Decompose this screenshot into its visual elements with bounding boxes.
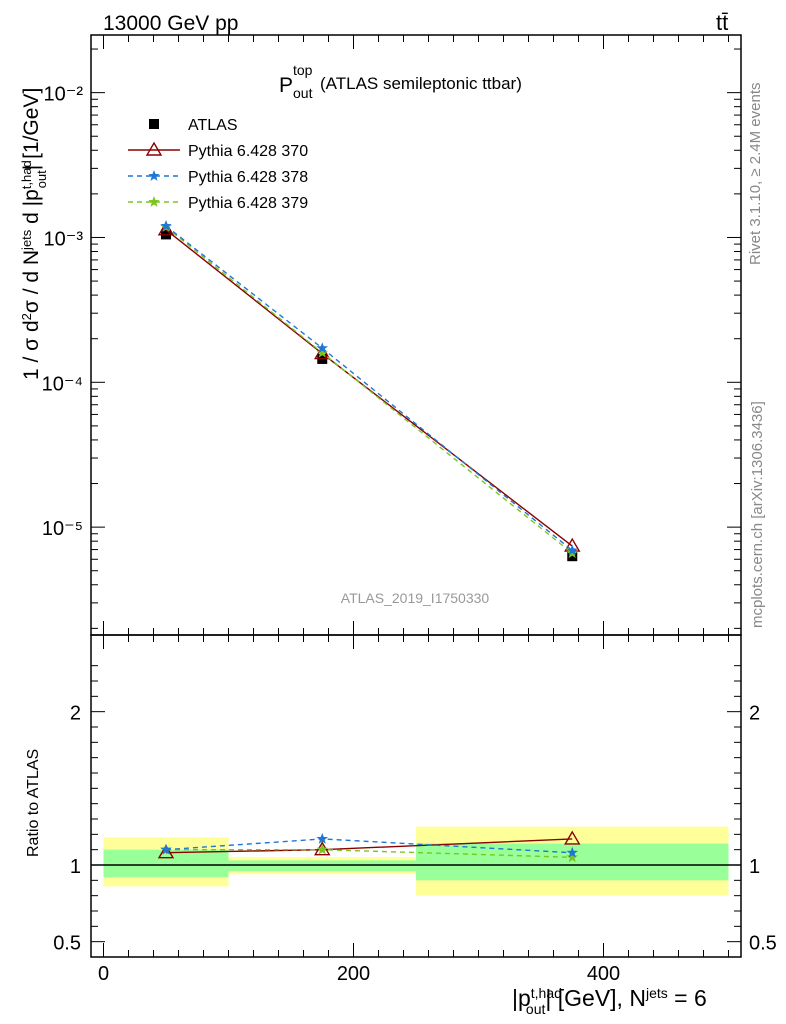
ratio-xtick-label: 400 (587, 963, 620, 985)
ratio-ytick-label-right: 0.5 (749, 933, 777, 955)
legend-label-1: Pythia 6.428 370 (188, 143, 308, 160)
legend-label-3: Pythia 6.428 379 (188, 195, 308, 212)
ratio-xtick-label: 0 (98, 963, 109, 985)
header-collision: 13000 GeV pp (103, 12, 238, 35)
ratio-ytick-label: 0.5 (53, 933, 81, 955)
legend-marker-1 (145, 141, 163, 156)
main-ytick-label: 10⁻⁴ (42, 373, 83, 395)
stat-band-1 (228, 860, 416, 872)
legend-label-2: Pythia 6.428 378 (188, 169, 308, 186)
plot-title: P top out (ATLAS semileptonic ttbar) (279, 62, 522, 101)
legend-marker-3 (148, 196, 160, 207)
main-ytick-label: 10⁻⁵ (42, 518, 83, 540)
ratio-series-1-point-1 (316, 832, 328, 844)
analysis-watermark: ATLAS_2019_I1750330 (341, 590, 490, 606)
main-ytick-label: 10⁻² (44, 84, 84, 106)
ratio-ytick-label-right: 1 (749, 856, 760, 878)
ratio-ylabel: Ratio to ATLAS (25, 749, 42, 857)
ratio-series-1-point-0 (160, 843, 172, 855)
main-series-3-point-1 (316, 346, 328, 358)
main-series-2-point-0 (160, 220, 172, 231)
main-series-2-point-2 (566, 544, 578, 556)
main-series-2-point-1 (316, 342, 328, 353)
main-series-2-line (165, 225, 573, 552)
xlabel: |pt,had out| [GeV], Njets = 6 (512, 985, 707, 1017)
legend-marker-2 (148, 170, 160, 181)
header-process: tt̄ (716, 10, 728, 35)
title-sup: top (293, 62, 313, 78)
ratio-ytick-label: 1 (70, 856, 81, 878)
title-sub: out (293, 85, 313, 101)
ratio-frame (90, 634, 742, 958)
ratio-series-1-point-2 (566, 846, 578, 858)
mcplots-label: mcplots.cern.ch [arXiv:1306.3436] (749, 401, 766, 628)
ratio-series-0-point-2 (564, 830, 581, 845)
legend-label-0: ATLAS (188, 117, 238, 134)
ratio-ytick-label-right: 2 (749, 703, 760, 725)
ratio-series-0-point-0 (157, 844, 175, 859)
main-series-1-line (165, 229, 573, 547)
ratio-series-2-point-1 (316, 843, 328, 855)
main-series-0-point-2 (567, 551, 578, 562)
legend-marker-0 (149, 119, 159, 129)
rivet-label: Rivet 3.1.10, ≥ 2.4M events (747, 83, 764, 266)
title-rest: (ATLAS semileptonic ttbar) (320, 74, 522, 93)
main-ytick-label: 10⁻³ (44, 228, 84, 250)
ratio-series-2-point-2 (566, 851, 578, 863)
ratio-xtick-label: 200 (337, 963, 370, 985)
stat-band-0 (103, 849, 229, 878)
ratio-ytick-label: 2 (70, 703, 81, 725)
title-main: P (279, 74, 293, 97)
